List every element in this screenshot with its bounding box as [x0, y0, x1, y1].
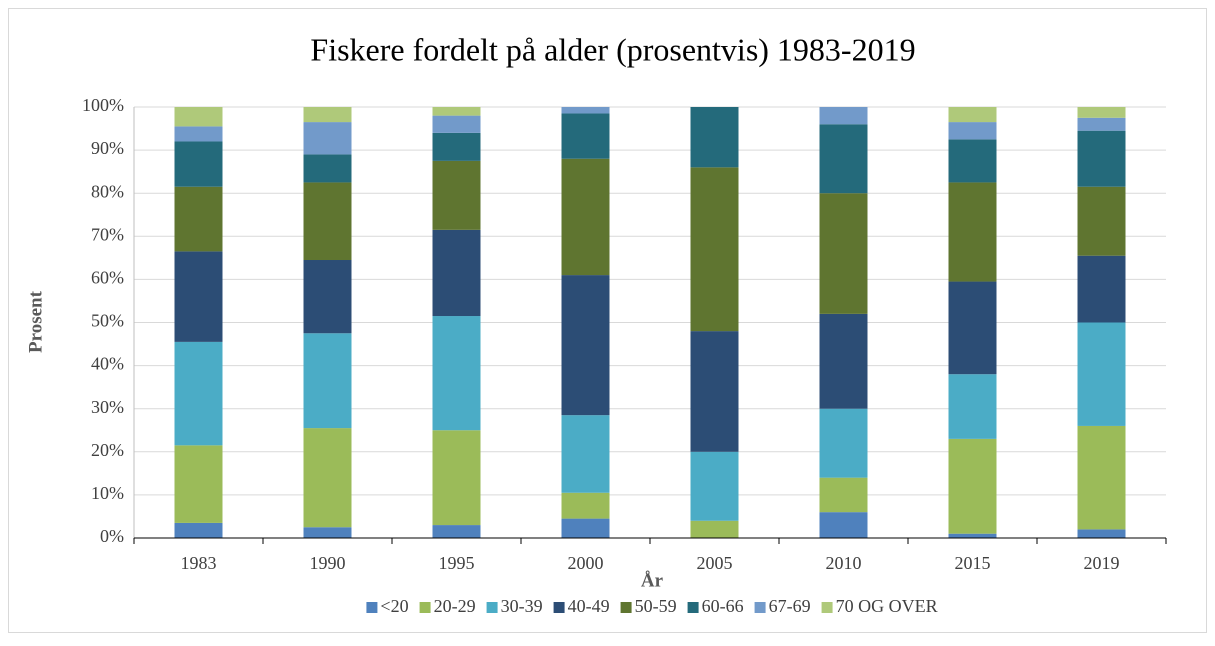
legend-label: 67-69 [769, 596, 811, 616]
y-tick-label: 20% [91, 440, 124, 460]
bar-segment [432, 430, 481, 526]
legend-label: <20 [380, 596, 408, 616]
legend-label: 20-29 [434, 596, 476, 616]
bar-segment [819, 313, 868, 409]
x-tick-label: 2000 [568, 553, 604, 573]
bar-segment [819, 107, 868, 125]
bar-segment [1077, 107, 1126, 118]
bar-segment [303, 527, 352, 538]
legend-swatch [366, 602, 378, 613]
bar-segment [819, 124, 868, 194]
bar-segment [174, 341, 223, 446]
bar-segment [432, 107, 481, 116]
x-tick-label: 1990 [310, 553, 346, 573]
bar-segment [1077, 130, 1126, 187]
bar-segment [948, 438, 997, 534]
legend: <20 20-29 30-39 40-49 50-59 60-66 67-69 70 OG O… [366, 596, 938, 616]
bar-segment [432, 229, 481, 317]
y-tick-label: 10% [91, 483, 124, 503]
bar-segment [948, 122, 997, 140]
legend-swatch [620, 602, 632, 613]
bar-segment [432, 160, 481, 230]
bar-segment [819, 408, 868, 478]
bar-segment [174, 251, 223, 342]
bar-segment [690, 451, 739, 521]
legend-label: 30-39 [501, 596, 543, 616]
y-tick-label: 50% [91, 311, 124, 331]
bar-segment [819, 193, 868, 314]
bar-segment [303, 107, 352, 123]
x-tick-label: 2015 [955, 553, 991, 573]
bar-segment [303, 260, 352, 334]
y-tick-label: 0% [100, 526, 124, 546]
bar-segment [948, 533, 997, 538]
bar-segment [432, 316, 481, 431]
bar-segment [1077, 322, 1126, 426]
x-tick-label: 2005 [697, 553, 733, 573]
bar-segment [1077, 529, 1126, 538]
y-tick-label: 60% [91, 268, 124, 288]
bar-segment [561, 275, 610, 416]
bar-segment [1077, 425, 1126, 530]
bar-segment [948, 182, 997, 282]
bar-segment [690, 331, 739, 452]
bar-segment [174, 186, 223, 252]
bar-segment [948, 139, 997, 183]
bar-segment [561, 158, 610, 276]
x-tick-label: 1995 [439, 553, 475, 573]
chart-title: Fiskere fordelt på alder (prosentvis) 19… [310, 31, 915, 67]
x-tick-label: 2019 [1084, 553, 1120, 573]
bar-segment [1077, 117, 1126, 131]
bar-segment [174, 522, 223, 538]
legend-swatch [419, 602, 431, 613]
bar-segment [819, 512, 868, 538]
bar-segment [690, 167, 739, 332]
bar-segment [303, 428, 352, 528]
y-tick-label: 80% [91, 181, 124, 201]
legend-label: 70 OG OVER [836, 596, 938, 616]
legend-swatch [687, 602, 699, 613]
y-tick-label: 100% [82, 95, 124, 115]
bar-segment [174, 126, 223, 142]
y-tick-label: 70% [91, 224, 124, 244]
bar-segment [819, 477, 868, 513]
bar-segment [561, 518, 610, 538]
bar-segment [432, 525, 481, 538]
bar-segment [948, 374, 997, 439]
bar-segment [303, 154, 352, 183]
bar-segment [561, 492, 610, 519]
bar-segment [948, 281, 997, 375]
bar-segment [432, 132, 481, 161]
bar-segment [561, 113, 610, 159]
bar-segment [303, 333, 352, 429]
y-axis-label: Prosent [25, 290, 46, 353]
bar-segment [432, 115, 481, 133]
legend-swatch [553, 602, 565, 613]
legend-label: 60-66 [702, 596, 744, 616]
x-axis-label: År [641, 570, 664, 591]
x-tick-label: 1983 [181, 553, 217, 573]
bar-segment [561, 415, 610, 493]
y-tick-label: 40% [91, 354, 124, 374]
legend-swatch [821, 602, 833, 613]
y-tick-label: 30% [91, 397, 124, 417]
legend-swatch [754, 602, 766, 613]
legend-label: 40-49 [568, 596, 610, 616]
bar-segment [1077, 255, 1126, 323]
bar-segment [174, 141, 223, 187]
bar-segment [561, 107, 610, 114]
y-tick-label: 90% [91, 138, 124, 158]
bar-segment [948, 107, 997, 123]
bar-segment [174, 107, 223, 127]
bar-segment [303, 182, 352, 261]
bar-segment [690, 107, 739, 168]
bar-segment [303, 122, 352, 155]
bar-segment [174, 445, 223, 523]
legend-label: 50-59 [635, 596, 677, 616]
x-tick-label: 2010 [826, 553, 862, 573]
bar-segment [1077, 186, 1126, 256]
bar-segment [690, 520, 739, 538]
legend-swatch [486, 602, 498, 613]
